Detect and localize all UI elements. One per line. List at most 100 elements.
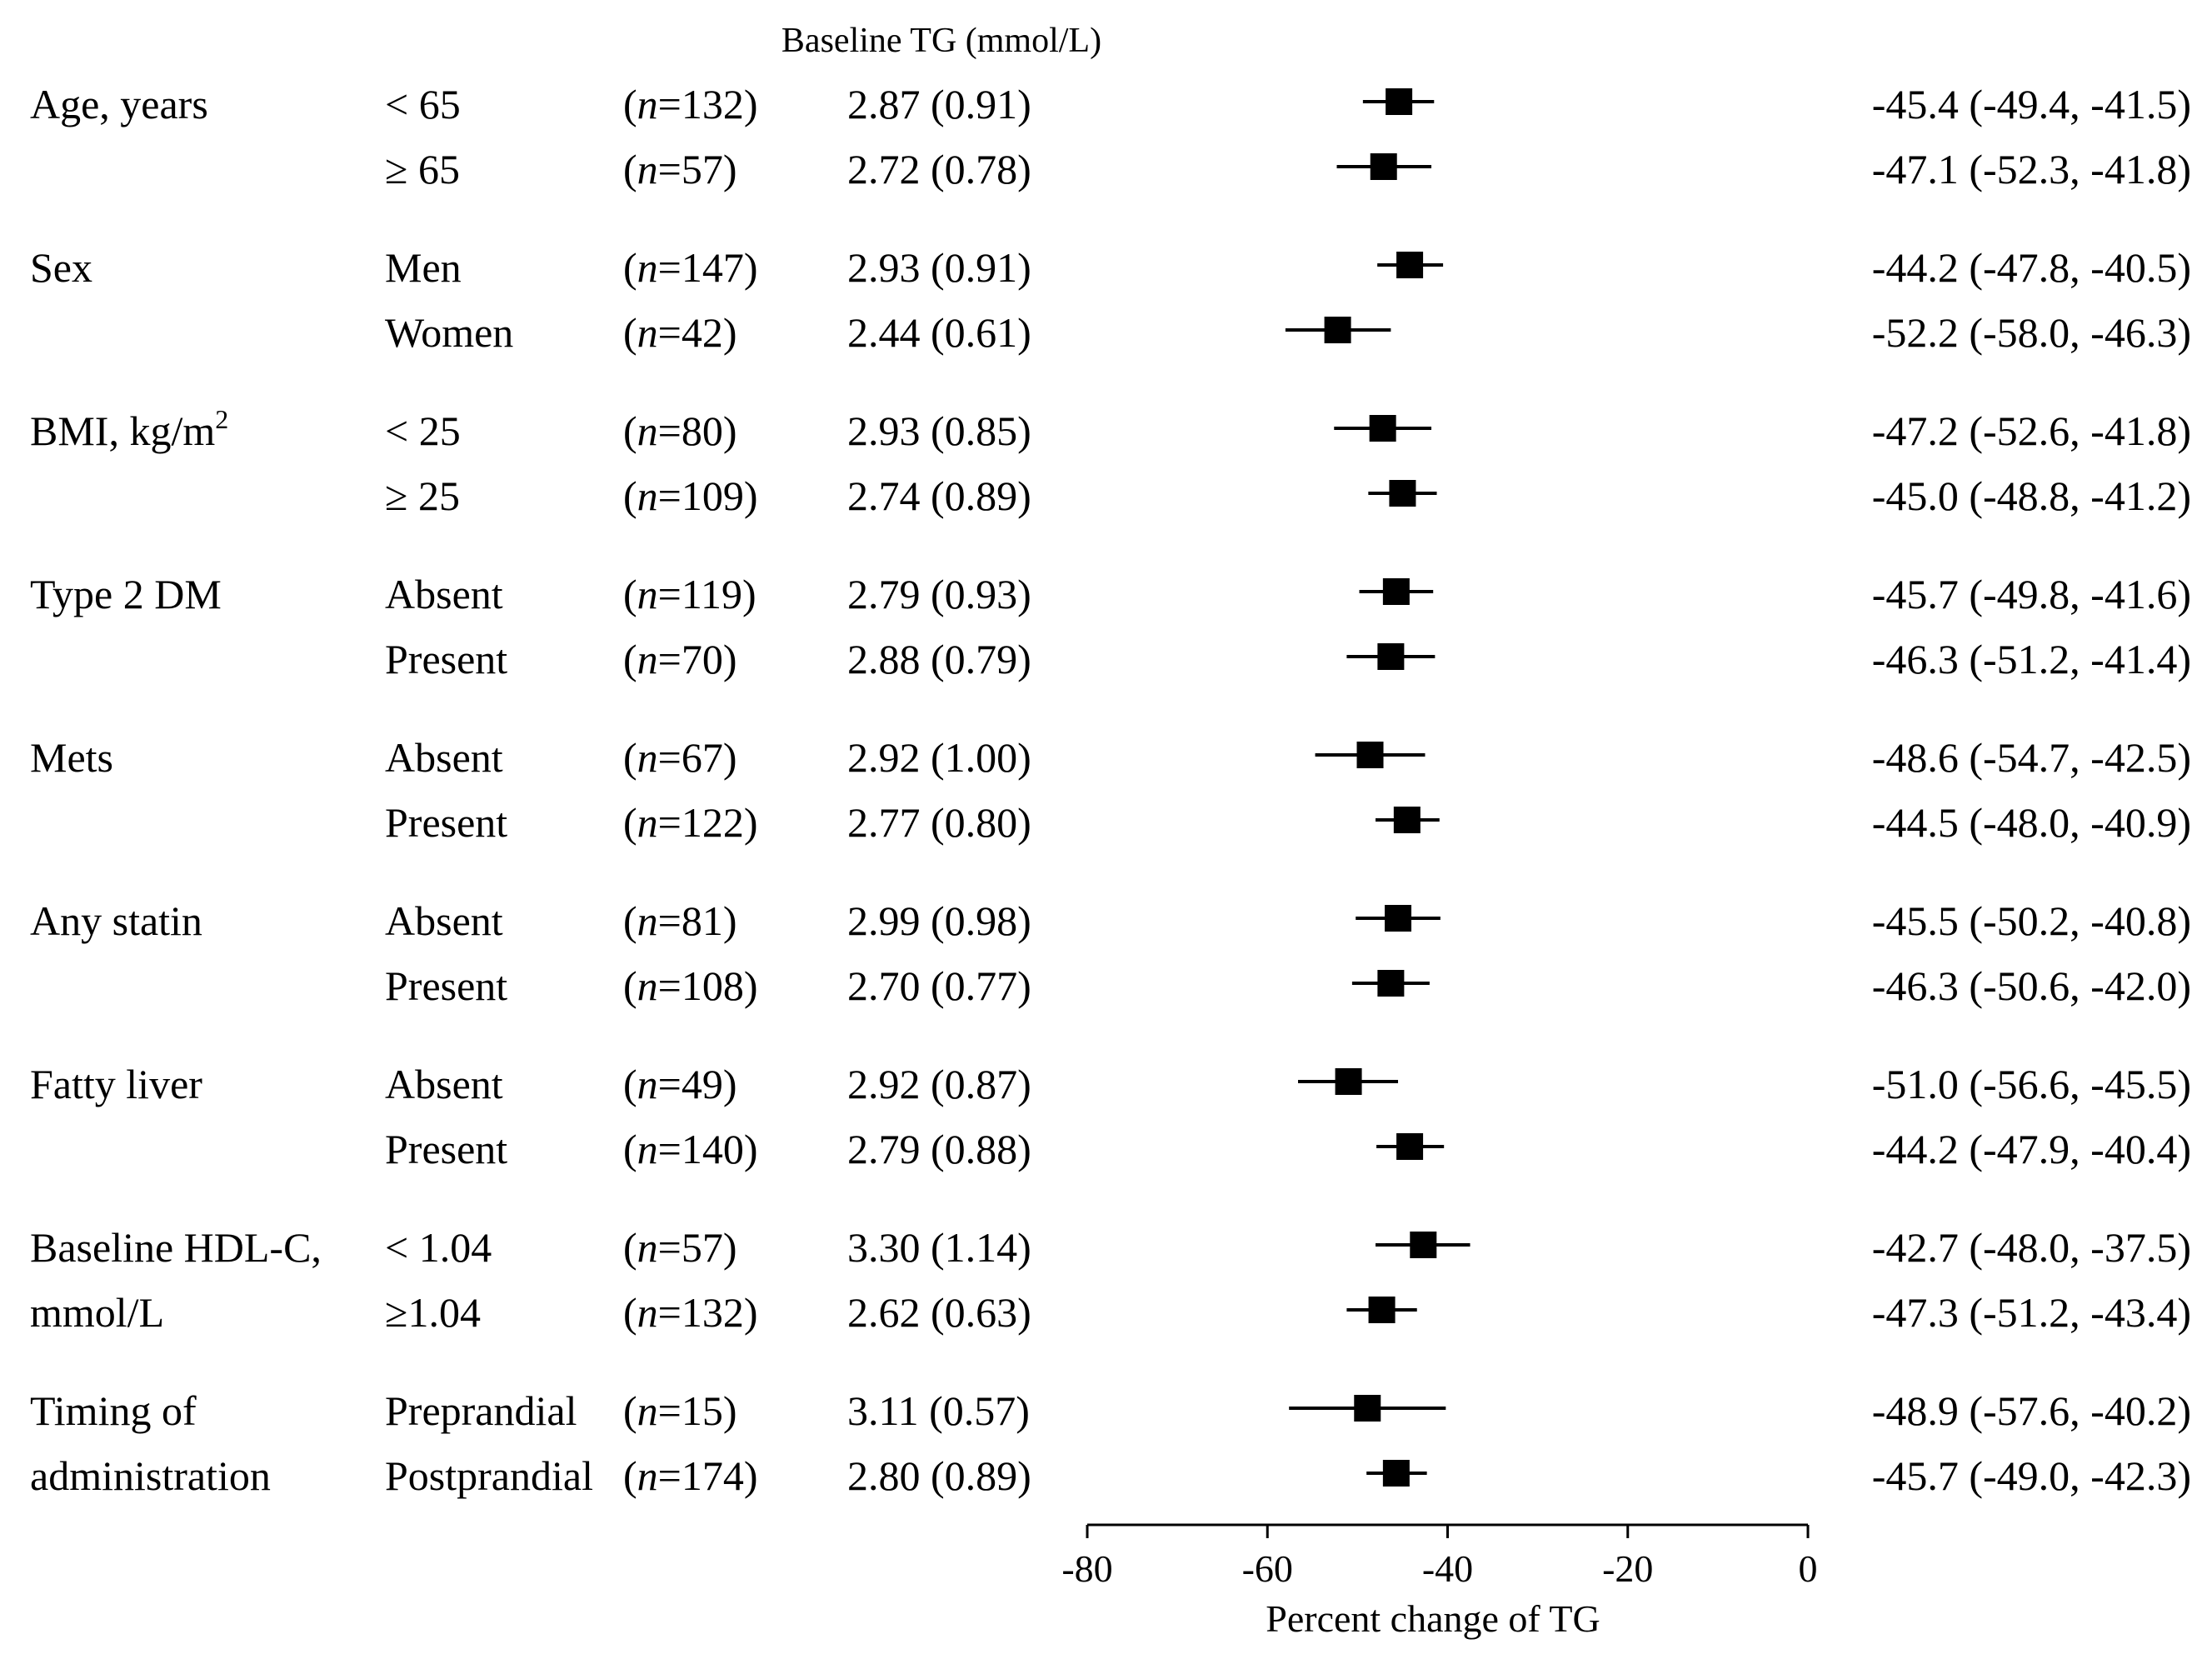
- x-tick-label: 0: [1799, 1547, 1818, 1590]
- baseline-tg: 2.62 (0.63): [847, 1289, 1031, 1336]
- table-row: Present (n=70) 2.88 (0.79) -46.3 (-51.2, -4…: [385, 636, 2191, 682]
- ci-label: -47.2 (-52.6, -41.8): [1872, 407, 2191, 454]
- group-4: Mets Absent (n=67) 2.92 (1.00) -48.6 (-54.7,…: [30, 734, 2191, 846]
- baseline-tg: 2.44 (0.61): [847, 309, 1031, 356]
- point-estimate: [1396, 252, 1424, 278]
- baseline-tg: 2.77 (0.80): [847, 799, 1031, 846]
- table-row: Women (n=42) 2.44 (0.61) -52.2 (-58.0, -46.…: [385, 309, 2191, 356]
- table-row: ≥1.04 (n=132) 2.62 (0.63) -47.3 (-51.2, -43…: [385, 1289, 2191, 1336]
- sample-size: (n=119): [623, 571, 756, 617]
- ci-label: -47.1 (-52.3, -41.8): [1872, 146, 2191, 192]
- baseline-tg: 3.11 (0.57): [847, 1387, 1030, 1434]
- point-estimate: [1382, 578, 1410, 605]
- baseline-tg: 2.88 (0.79): [847, 636, 1031, 682]
- table-row: < 1.04 (n=57) 3.30 (1.14) -42.7 (-48.0, -37…: [385, 1224, 2191, 1271]
- baseline-tg: 2.79 (0.93): [847, 571, 1031, 617]
- sample-size: (n=80): [623, 407, 737, 454]
- baseline-tg: 2.72 (0.78): [847, 146, 1031, 192]
- baseline-tg: 2.92 (1.00): [847, 734, 1031, 781]
- group-6: Fatty liver Absent (n=49) 2.92 (0.87) -51.0 …: [30, 1061, 2191, 1172]
- sample-size: (n=147): [623, 244, 758, 291]
- subgroup-label: Present: [385, 636, 507, 682]
- point-estimate: [1389, 480, 1416, 507]
- table-row: Absent (n=67) 2.92 (1.00) -48.6 (-54.7, -42…: [385, 734, 2191, 781]
- point-estimate: [1377, 970, 1405, 997]
- subgroup-label: Preprandial: [385, 1387, 577, 1434]
- subgroup-label: < 1.04: [385, 1224, 492, 1271]
- subgroup-label: Men: [385, 244, 462, 291]
- sample-size: (n=174): [623, 1452, 758, 1499]
- subgroup-label: Women: [385, 309, 513, 356]
- group-label: BMI, kg/m2: [30, 404, 228, 454]
- group-label: Timing of: [30, 1387, 197, 1434]
- x-tick-label: -40: [1422, 1547, 1473, 1590]
- baseline-tg: 2.99 (0.98): [847, 897, 1031, 944]
- subgroup-label: Present: [385, 1126, 507, 1172]
- group-5: Any statin Absent (n=81) 2.99 (0.98) -45.5 (…: [30, 897, 2191, 1009]
- point-estimate: [1410, 1232, 1437, 1258]
- ci-label: -46.3 (-50.6, -42.0): [1872, 962, 2191, 1009]
- group-label: Type 2 DM: [30, 571, 222, 617]
- table-row: ≥ 65 (n=57) 2.72 (0.78) -47.1 (-52.3, -41.8…: [385, 146, 2191, 192]
- group-label: mmol/L: [30, 1289, 164, 1336]
- group-7: Baseline HDL-C, mmol/L < 1.04 (n=57) 3.30 (1…: [30, 1224, 2191, 1336]
- ci-label: -45.5 (-50.2, -40.8): [1872, 897, 2191, 944]
- sample-size: (n=70): [623, 636, 737, 682]
- baseline-header: Baseline TG (mmol/L): [781, 22, 1101, 60]
- subgroup-label: Absent: [385, 1061, 503, 1107]
- subgroup-label: ≥1.04: [385, 1289, 481, 1336]
- table-row: Present (n=108) 2.70 (0.77) -46.3 (-50.6, -…: [385, 962, 2191, 1009]
- subgroup-label: < 65: [385, 81, 461, 127]
- sample-size: (n=15): [623, 1387, 737, 1434]
- group-label: Age, years: [30, 81, 208, 127]
- ci-label: -48.6 (-54.7, -42.5): [1872, 734, 2191, 781]
- x-axis-label: Percent change of TG: [1266, 1597, 1600, 1640]
- baseline-tg: 2.93 (0.85): [847, 407, 1031, 454]
- point-estimate: [1369, 415, 1396, 442]
- baseline-tg: 2.74 (0.89): [847, 472, 1031, 519]
- point-estimate: [1370, 153, 1397, 180]
- point-estimate: [1354, 1395, 1381, 1422]
- ci-label: -45.7 (-49.8, -41.6): [1872, 571, 2191, 617]
- ci-label: -44.2 (-47.9, -40.4): [1872, 1126, 2191, 1172]
- table-row: < 65 (n=132) 2.87 (0.91) -45.4 (-49.4, -41.…: [385, 81, 2191, 127]
- sample-size: (n=42): [623, 309, 737, 356]
- ci-label: -45.0 (-48.8, -41.2): [1872, 472, 2191, 519]
- subgroup-label: ≥ 65: [385, 146, 460, 192]
- ci-label: -45.4 (-49.4, -41.5): [1872, 81, 2191, 127]
- table-row: Absent (n=119) 2.79 (0.93) -45.7 (-49.8, -4…: [385, 571, 2191, 617]
- ci-label: -52.2 (-58.0, -46.3): [1872, 309, 2191, 356]
- ci-label: -44.5 (-48.0, -40.9): [1872, 799, 2191, 846]
- ci-label: -44.2 (-47.8, -40.5): [1872, 244, 2191, 291]
- group-0: Age, years < 65 (n=132) 2.87 (0.91) -45.4 (-…: [30, 81, 2191, 192]
- sample-size: (n=108): [623, 962, 758, 1009]
- subgroup-label: Absent: [385, 734, 503, 781]
- sample-size: (n=132): [623, 81, 758, 127]
- group-label: Mets: [30, 734, 113, 781]
- point-estimate: [1368, 1297, 1396, 1323]
- table-row: ≥ 25 (n=109) 2.74 (0.89) -45.0 (-48.8, -41.…: [385, 472, 2191, 519]
- group-2: BMI, kg/m2 < 25 (n=80) 2.93 (0.85) -47.2 (-5…: [30, 404, 2191, 519]
- point-estimate: [1377, 643, 1405, 670]
- point-estimate: [1385, 905, 1412, 932]
- table-row: Present (n=140) 2.79 (0.88) -44.2 (-47.9, -…: [385, 1126, 2191, 1172]
- sample-size: (n=132): [623, 1289, 758, 1336]
- ci-label: -45.7 (-49.0, -42.3): [1872, 1452, 2191, 1499]
- subgroup-label: < 25: [385, 407, 461, 454]
- group-1: Sex Men (n=147) 2.93 (0.91) -44.2 (-47.8, -4…: [30, 244, 2191, 356]
- group-8: Timing of administration Preprandial (n=15)…: [30, 1387, 2191, 1499]
- group-3: Type 2 DM Absent (n=119) 2.79 (0.93) -45.7 (…: [30, 571, 2191, 682]
- sample-size: (n=57): [623, 1224, 737, 1271]
- ci-label: -47.3 (-51.2, -43.4): [1872, 1289, 2191, 1336]
- x-axis: -80 -60 -40 -20 0: [1061, 1523, 1818, 1590]
- table-row: Postprandial (n=174) 2.80 (0.89) -45.7 (-49…: [385, 1452, 2191, 1499]
- subgroup-label: ≥ 25: [385, 472, 460, 519]
- group-label: Baseline HDL-C,: [30, 1224, 322, 1271]
- x-tick-label: -20: [1602, 1547, 1653, 1590]
- table-row: < 25 (n=80) 2.93 (0.85) -47.2 (-52.6, -41.8…: [385, 407, 2191, 454]
- group-label-superscript: 2: [215, 404, 228, 434]
- subgroup-label: Postprandial: [385, 1452, 593, 1499]
- sample-size: (n=57): [623, 146, 737, 192]
- table-rows: Age, years < 65 (n=132) 2.87 (0.91) -45.4 (-…: [30, 81, 2191, 1499]
